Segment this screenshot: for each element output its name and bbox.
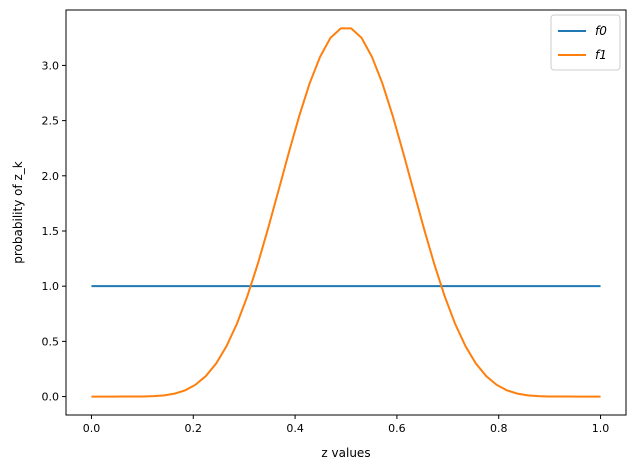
y-tick-label: 0.0 — [42, 391, 60, 404]
y-tick-label: 0.5 — [42, 335, 60, 348]
x-tick-label: 0.8 — [490, 422, 508, 435]
x-tick-label: 0.0 — [83, 422, 101, 435]
y-tick-label: 2.0 — [42, 170, 60, 183]
x-axis-label: z values — [321, 446, 370, 460]
y-axis-label: probability of z_k — [11, 161, 25, 264]
y-tick-label: 3.0 — [42, 59, 60, 72]
x-tick-label: 1.0 — [592, 422, 610, 435]
y-tick-label: 2.5 — [42, 115, 60, 128]
series-line-f1 — [91, 27, 601, 398]
x-tick-label: 0.6 — [388, 422, 406, 435]
legend-label-f0: f0 — [595, 24, 607, 38]
legend-label-f1: f1 — [595, 48, 607, 62]
x-tick-label: 0.2 — [185, 422, 203, 435]
axes-frame — [65, 9, 627, 416]
y-tick-label: 1.5 — [42, 225, 60, 238]
y-tick-label: 1.0 — [42, 280, 60, 293]
legend-box — [550, 14, 621, 71]
x-tick-label: 0.4 — [286, 422, 304, 435]
